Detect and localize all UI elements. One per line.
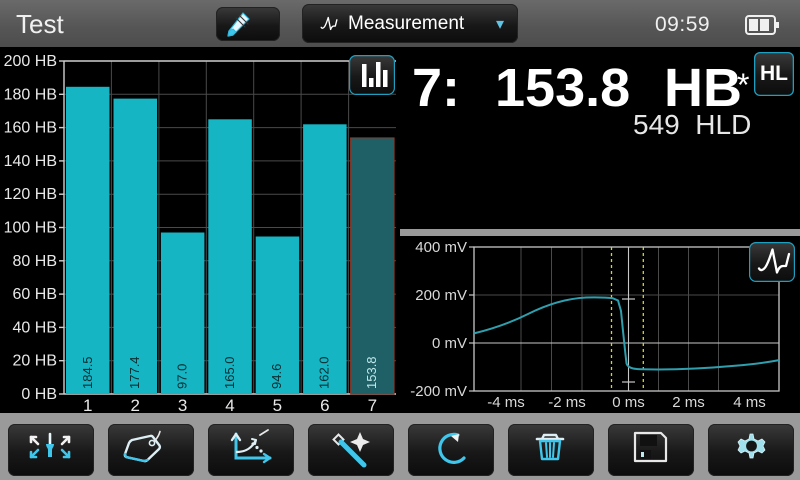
svg-text:40 HB: 40 HB (13, 319, 57, 336)
svg-text:4: 4 (225, 396, 234, 413)
svg-text:153.8: 153.8 (364, 356, 379, 389)
svg-text:80 HB: 80 HB (13, 253, 57, 270)
svg-text:60 HB: 60 HB (13, 286, 57, 303)
svg-text:6: 6 (320, 396, 329, 413)
svg-text:1: 1 (83, 396, 92, 413)
svg-text:3: 3 (178, 396, 187, 413)
svg-text:0 ms: 0 ms (612, 394, 645, 411)
svg-text:162.0: 162.0 (317, 356, 332, 389)
svg-text:160 HB: 160 HB (4, 120, 57, 137)
svg-text:400 mV: 400 mV (415, 239, 467, 256)
svg-text:7: 7 (368, 396, 377, 413)
svg-text:180 HB: 180 HB (4, 86, 57, 103)
svg-text:100 HB: 100 HB (4, 220, 57, 237)
svg-text:-2 ms: -2 ms (548, 394, 586, 411)
svg-text:200 mV: 200 mV (415, 287, 467, 304)
svg-text:0 HB: 0 HB (21, 386, 57, 403)
svg-text:4 ms: 4 ms (733, 394, 766, 411)
svg-text:-200 mV: -200 mV (410, 383, 467, 400)
svg-text:120 HB: 120 HB (4, 186, 57, 203)
svg-text:165.0: 165.0 (222, 356, 237, 389)
svg-text:2: 2 (130, 396, 139, 413)
svg-text:-4 ms: -4 ms (487, 394, 525, 411)
svg-text:97.0: 97.0 (175, 364, 190, 389)
svg-text:5: 5 (273, 396, 282, 413)
svg-text:184.5: 184.5 (80, 356, 95, 389)
svg-text:94.6: 94.6 (269, 364, 284, 389)
svg-text:20 HB: 20 HB (13, 353, 57, 370)
svg-text:0 mV: 0 mV (432, 335, 467, 352)
svg-text:200 HB: 200 HB (4, 53, 57, 70)
svg-text:140 HB: 140 HB (4, 153, 57, 170)
svg-text:2 ms: 2 ms (672, 394, 705, 411)
svg-text:177.4: 177.4 (127, 356, 142, 389)
